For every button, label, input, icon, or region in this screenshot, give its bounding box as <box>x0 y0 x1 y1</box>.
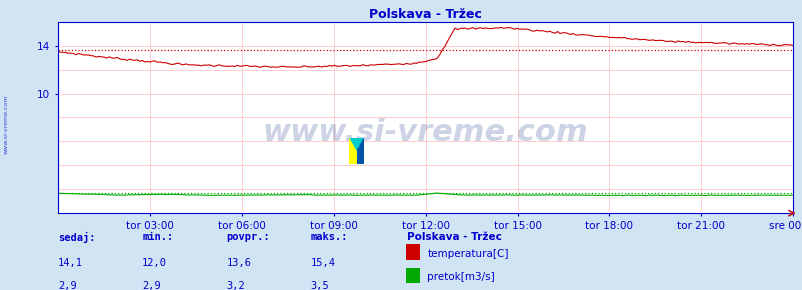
Text: maks.:: maks.: <box>310 232 348 242</box>
Text: Polskava - Tržec: Polskava - Tržec <box>407 232 501 242</box>
Text: pretok[m3/s]: pretok[m3/s] <box>427 272 494 282</box>
Text: temperatura[C]: temperatura[C] <box>427 249 508 259</box>
Text: 14,1: 14,1 <box>58 258 83 268</box>
Text: www.si-vreme.com: www.si-vreme.com <box>262 118 588 147</box>
Text: sedaj:: sedaj: <box>58 232 95 243</box>
Title: Polskava - Tržec: Polskava - Tržec <box>369 8 481 21</box>
Text: min.:: min.: <box>142 232 173 242</box>
Text: povpr.:: povpr.: <box>226 232 269 242</box>
Text: 15,4: 15,4 <box>310 258 335 268</box>
Text: 12,0: 12,0 <box>142 258 167 268</box>
Text: 3,5: 3,5 <box>310 281 329 290</box>
Text: www.si-vreme.com: www.si-vreme.com <box>4 95 9 155</box>
Text: 13,6: 13,6 <box>226 258 251 268</box>
Text: 3,2: 3,2 <box>226 281 245 290</box>
Bar <box>349 138 356 164</box>
Text: 2,9: 2,9 <box>58 281 76 290</box>
Text: 2,9: 2,9 <box>142 281 160 290</box>
Bar <box>356 138 363 164</box>
Polygon shape <box>349 138 363 151</box>
